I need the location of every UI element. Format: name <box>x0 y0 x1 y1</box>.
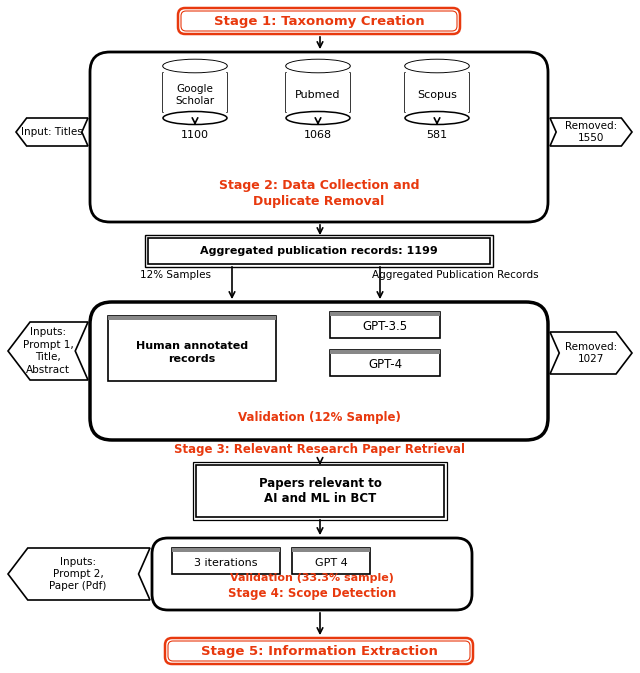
Text: GPT-4: GPT-4 <box>368 359 402 371</box>
FancyBboxPatch shape <box>90 52 548 222</box>
Text: 1100: 1100 <box>181 130 209 140</box>
Text: Removed:
1550: Removed: 1550 <box>565 120 617 143</box>
Ellipse shape <box>405 59 469 73</box>
Text: Human annotated
records: Human annotated records <box>136 341 248 363</box>
Bar <box>286 73 350 112</box>
Bar <box>330 350 440 354</box>
Bar <box>172 548 280 552</box>
Ellipse shape <box>163 59 227 73</box>
FancyBboxPatch shape <box>152 538 472 610</box>
Bar <box>108 316 276 381</box>
FancyBboxPatch shape <box>178 8 460 34</box>
Text: 581: 581 <box>426 130 447 140</box>
FancyBboxPatch shape <box>168 641 470 661</box>
Bar <box>292 548 370 552</box>
Bar <box>145 235 493 267</box>
Text: Scopus: Scopus <box>417 90 457 100</box>
Text: Input: Titles: Input: Titles <box>21 127 83 137</box>
Bar <box>405 73 469 112</box>
Ellipse shape <box>405 60 468 72</box>
Ellipse shape <box>286 60 349 72</box>
Ellipse shape <box>163 60 227 72</box>
Bar <box>108 316 276 320</box>
Polygon shape <box>550 118 632 146</box>
Text: Stage 4: Scope Detection: Stage 4: Scope Detection <box>228 586 396 600</box>
Text: Pubmed: Pubmed <box>295 90 340 100</box>
Bar <box>196 465 444 517</box>
FancyBboxPatch shape <box>165 638 473 664</box>
Bar <box>330 312 440 338</box>
Bar <box>330 312 440 316</box>
Text: Aggregated publication records: 1199: Aggregated publication records: 1199 <box>200 246 438 256</box>
Polygon shape <box>16 118 88 146</box>
Bar <box>330 350 440 376</box>
Text: Stage 5: Information Extraction: Stage 5: Information Extraction <box>200 645 437 658</box>
Polygon shape <box>8 322 88 380</box>
Bar <box>163 73 227 112</box>
Text: Inputs:
Prompt 2,
Paper (Pdf): Inputs: Prompt 2, Paper (Pdf) <box>49 557 107 592</box>
Text: GPT 4: GPT 4 <box>315 558 348 568</box>
Text: Inputs:
Prompt 1,
Title,
Abstract: Inputs: Prompt 1, Title, Abstract <box>22 327 74 375</box>
Text: Removed:
1027: Removed: 1027 <box>565 342 617 364</box>
Ellipse shape <box>163 112 227 125</box>
Text: Stage 1: Taxonomy Creation: Stage 1: Taxonomy Creation <box>214 15 424 28</box>
FancyBboxPatch shape <box>181 11 457 31</box>
Text: 1068: 1068 <box>304 130 332 140</box>
Bar <box>193 462 447 520</box>
FancyBboxPatch shape <box>90 302 548 440</box>
Ellipse shape <box>286 59 350 73</box>
Text: Google
Scholar: Google Scholar <box>175 84 214 106</box>
Text: GPT-3.5: GPT-3.5 <box>362 320 408 334</box>
Bar <box>148 238 490 264</box>
Text: Validation (33.3% sample): Validation (33.3% sample) <box>230 573 394 583</box>
Text: Stage 2: Data Collection and
Duplicate Removal: Stage 2: Data Collection and Duplicate R… <box>219 180 419 209</box>
Bar <box>292 548 370 574</box>
Text: Aggregated Publication Records: Aggregated Publication Records <box>372 270 538 280</box>
Bar <box>172 548 280 574</box>
Polygon shape <box>8 548 150 600</box>
Ellipse shape <box>286 112 350 125</box>
Ellipse shape <box>405 112 469 125</box>
Text: Stage 3: Relevant Research Paper Retrieval: Stage 3: Relevant Research Paper Retriev… <box>173 444 465 456</box>
Text: 12% Samples: 12% Samples <box>140 270 211 280</box>
Polygon shape <box>550 332 632 374</box>
Text: 3 iterations: 3 iterations <box>195 558 258 568</box>
Text: Papers relevant to
AI and ML in BCT: Papers relevant to AI and ML in BCT <box>259 476 381 505</box>
Text: Validation (12% Sample): Validation (12% Sample) <box>237 411 401 425</box>
